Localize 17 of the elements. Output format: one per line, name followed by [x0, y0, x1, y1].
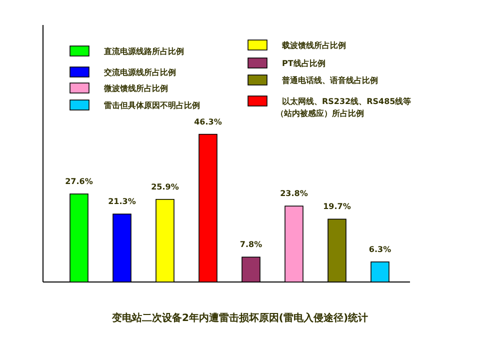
legend-label: 载波馈线所占比例 — [281, 41, 346, 50]
legend-label: PT线占比例 — [282, 59, 326, 68]
data-label: 23.8% — [280, 189, 308, 198]
data-label: 7.8% — [240, 240, 262, 250]
legend-label: 雷击但具体原因不明占比例 — [104, 101, 200, 110]
data-label: 46.3% — [194, 117, 222, 126]
legend-label: 微波馈线所占比例 — [103, 84, 168, 93]
legend-label: 以太网线、RS232线、RS485线等（站内被感应）所占比例 — [276, 97, 412, 118]
data-label: 19.7% — [323, 202, 351, 212]
data-label: 6.3% — [368, 244, 392, 254]
data-label: 21.3% — [108, 197, 136, 206]
legend-label: 交流电源线所占比例 — [103, 67, 176, 77]
legend-label: 普通电话线、语音线占比例 — [281, 75, 378, 85]
text: 变电站二次设备2年内遭雷击损坏原因(雷电入侵途径)统计 — [110, 312, 368, 324]
data-label: 25.9% — [151, 182, 179, 192]
data-label: 27.6% — [65, 176, 93, 186]
legend-label: 直流电源线路所占比例 — [103, 46, 184, 56]
